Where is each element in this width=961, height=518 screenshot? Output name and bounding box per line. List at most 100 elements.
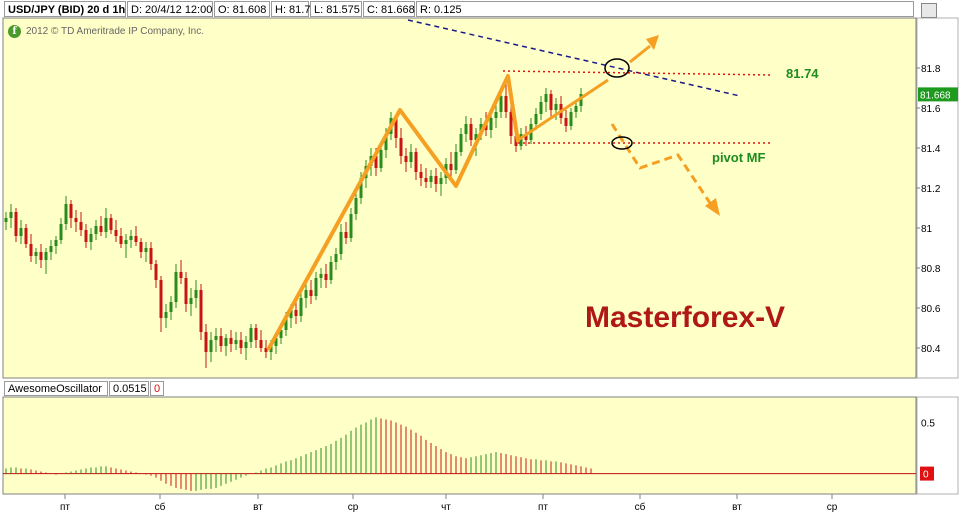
candle-body: [374, 156, 378, 168]
candle-body: [94, 226, 98, 234]
candle-body: [89, 234, 93, 242]
time-tick-label: пт: [538, 502, 548, 513]
pivot-circle: [611, 136, 633, 150]
price-tick-label: 81.4: [921, 144, 941, 155]
candle-body: [244, 342, 248, 348]
candle-body: [129, 236, 133, 240]
oscillator-zero-value: 0: [150, 381, 164, 396]
candle-body: [204, 332, 208, 352]
candle-body: [324, 274, 328, 280]
price-tick-label: 80.4: [921, 344, 941, 355]
candle-body: [299, 298, 303, 316]
breakout-circle: [604, 58, 630, 78]
candle-body: [224, 338, 228, 346]
candle-body: [554, 104, 558, 110]
candle-body: [124, 240, 128, 244]
candle-body: [64, 204, 68, 224]
oscillator-tick-label: 0.5: [921, 419, 935, 430]
candle-body: [539, 102, 543, 114]
candle-body: [114, 230, 118, 236]
candle-body: [414, 152, 418, 172]
candle-body: [189, 298, 193, 304]
candle-body: [54, 240, 58, 246]
candle-body: [534, 114, 538, 124]
candle-body: [199, 290, 203, 332]
candle-body: [149, 248, 153, 264]
price-axis: [916, 17, 959, 379]
candle-body: [569, 112, 573, 126]
candle-body: [419, 172, 423, 178]
candle-body: [544, 94, 548, 102]
wave-pattern-line: [266, 74, 520, 351]
candle-body: [464, 124, 468, 134]
candle-body: [164, 312, 168, 318]
level-label: 81.74: [786, 66, 819, 81]
candle-body: [144, 248, 148, 252]
price-tick-label: 80.8: [921, 264, 941, 275]
candle-body: [104, 218, 108, 232]
candle-body: [274, 338, 278, 346]
current-price-badge: [918, 87, 958, 102]
candle-body: [449, 164, 453, 170]
candle-body: [334, 254, 338, 262]
candle-body: [264, 348, 268, 352]
candle-body: [469, 124, 473, 140]
candle-body: [459, 134, 463, 152]
trendline-resistance: [407, 19, 741, 97]
time-tick-label: чт: [441, 502, 451, 513]
candle-body: [524, 134, 528, 140]
price-tick-label: 81.8: [921, 64, 941, 75]
time-tick-label: ср: [348, 502, 359, 513]
candle-body: [319, 274, 323, 278]
oscillator-current-badge: [920, 466, 934, 481]
candle-body: [399, 138, 403, 156]
window-settings-icon[interactable]: [921, 3, 937, 18]
candle-body: [249, 328, 253, 342]
candle-body: [579, 94, 583, 106]
price-tick-label: 81: [921, 224, 933, 235]
oscillator-name[interactable]: AwesomeOscillator: [4, 381, 108, 396]
pivot-label: pivot MF: [712, 150, 765, 165]
breakdown-arrow-line: [610, 123, 714, 207]
candle-body: [14, 212, 18, 236]
candle-body: [429, 176, 433, 182]
date-readout: D: 20/4/12 12:00: [127, 1, 213, 17]
candle-body: [394, 118, 398, 138]
price-panel: [2, 17, 917, 379]
candle-body: [24, 228, 28, 244]
candle-body: [424, 178, 428, 182]
candle-body: [269, 346, 273, 352]
breakout-arrowhead: [646, 35, 659, 50]
candle-body: [564, 118, 568, 126]
watermark-text: Masterforex-V: [585, 301, 785, 334]
candle-body: [219, 336, 223, 346]
symbol-label[interactable]: USD/JPY (BID) 20 d 1h: [4, 1, 126, 17]
candle-body: [159, 280, 163, 318]
candle-body: [99, 226, 103, 232]
time-tick-label: вт: [253, 502, 263, 513]
candle-body: [354, 198, 358, 214]
candle-body: [379, 150, 383, 168]
time-axis: [0, 496, 961, 518]
time-tick-label: ср: [827, 502, 838, 513]
candle-body: [79, 222, 83, 230]
high-readout: H: 81.7: [271, 1, 310, 17]
candle-body: [504, 96, 508, 112]
candle-body: [239, 340, 243, 348]
candle-body: [384, 134, 388, 150]
candle-body: [304, 290, 308, 298]
breakdown-arrowhead: [705, 198, 720, 216]
oscillator-panel: [2, 396, 917, 495]
open-readout: O: 81.608: [214, 1, 270, 17]
candle-body: [494, 112, 498, 118]
candle-body: [29, 244, 33, 256]
candle-body: [49, 246, 53, 252]
candle-body: [4, 218, 8, 222]
candle-body: [279, 330, 283, 338]
candle-body: [174, 272, 178, 302]
candle-body: [284, 318, 288, 330]
candle-body: [194, 290, 198, 298]
candle-body: [309, 290, 313, 296]
